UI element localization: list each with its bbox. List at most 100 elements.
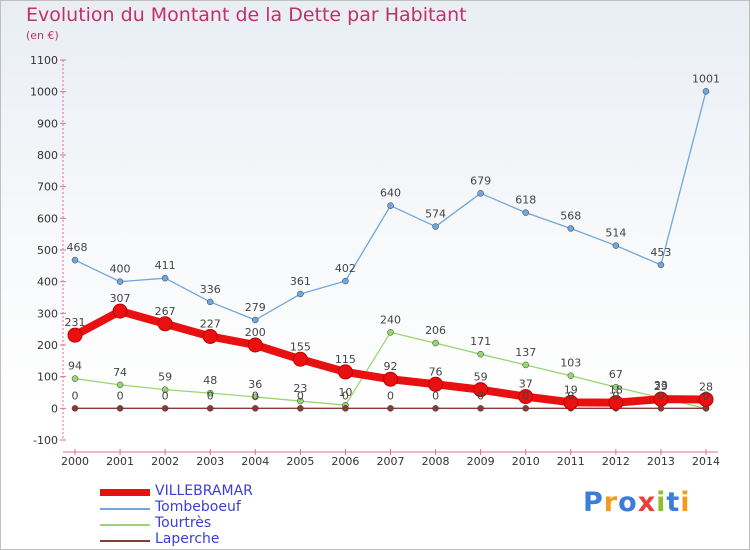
legend-label-villebramar: VILLEBRAMAR bbox=[155, 483, 253, 499]
data-label-tourtrs: 137 bbox=[515, 346, 536, 359]
point-tombeboeuf bbox=[612, 242, 620, 249]
data-label-tombeboeuf: 336 bbox=[200, 283, 221, 296]
y-tick-label: 500 bbox=[37, 244, 58, 257]
x-tick-label: 2001 bbox=[106, 455, 134, 468]
data-label-tombeboeuf: 618 bbox=[515, 194, 536, 207]
data-label-tombeboeuf: 468 bbox=[67, 241, 88, 254]
y-tick-label: 400 bbox=[37, 276, 58, 289]
legend-swatch-villebramar bbox=[100, 489, 150, 496]
data-label-tombeboeuf: 279 bbox=[245, 301, 266, 314]
point-villebramar bbox=[202, 328, 218, 344]
point-tourtrs bbox=[522, 361, 529, 369]
data-label-tourtrs: 0 bbox=[703, 389, 710, 402]
data-label-tourtrs: 48 bbox=[203, 374, 217, 387]
data-label-tombeboeuf: 411 bbox=[155, 259, 176, 272]
data-label-laperche: 0 bbox=[477, 389, 484, 402]
point-villebramar bbox=[563, 394, 579, 410]
point-villebramar bbox=[698, 391, 714, 407]
logo-letter: i bbox=[680, 487, 691, 518]
point-laperche bbox=[116, 405, 124, 412]
x-tick-label: 2011 bbox=[557, 455, 585, 468]
data-label-tourtrs: 59 bbox=[158, 371, 172, 384]
data-label-laperche: 0 bbox=[297, 389, 304, 402]
point-tombeboeuf bbox=[252, 316, 259, 324]
proxiti-logo: Proxiti bbox=[583, 487, 691, 518]
data-label-tourtrs: 240 bbox=[380, 313, 401, 326]
data-label-tombeboeuf: 514 bbox=[605, 227, 626, 240]
data-label-villebramar: 76 bbox=[429, 365, 443, 378]
point-tombeboeuf bbox=[432, 223, 439, 230]
data-label-tourtrs: 10 bbox=[338, 386, 352, 399]
x-tick-label: 2002 bbox=[151, 455, 179, 468]
data-label-villebramar: 227 bbox=[200, 317, 221, 330]
x-tick-label: 2012 bbox=[602, 455, 630, 468]
y-tick-label: -100 bbox=[33, 434, 58, 447]
data-label-tombeboeuf: 568 bbox=[560, 209, 581, 222]
logo-letter: t bbox=[666, 487, 681, 518]
point-villebramar bbox=[428, 376, 444, 392]
legend-label-laperche: Laperche bbox=[155, 531, 220, 547]
data-label-villebramar: 37 bbox=[519, 378, 533, 391]
point-laperche bbox=[206, 405, 214, 412]
data-label-laperche: 0 bbox=[522, 389, 529, 402]
x-tick-label: 2008 bbox=[422, 455, 450, 468]
point-laperche bbox=[252, 405, 259, 412]
data-label-villebramar: 307 bbox=[110, 292, 131, 305]
data-label-tourtrs: 94 bbox=[68, 360, 82, 373]
point-tombeboeuf bbox=[387, 202, 394, 209]
point-tourtrs bbox=[432, 339, 439, 347]
data-label-tombeboeuf: 1001 bbox=[692, 72, 720, 85]
point-tombeboeuf bbox=[297, 290, 304, 298]
data-label-villebramar: 231 bbox=[65, 316, 86, 329]
data-label-tourtrs: 33 bbox=[654, 379, 668, 392]
data-label-tourtrs: 67 bbox=[609, 368, 623, 381]
data-label-villebramar: 115 bbox=[335, 353, 356, 366]
data-label-tourtrs: 171 bbox=[470, 335, 491, 348]
logo-letter: i bbox=[656, 487, 667, 518]
data-label-villebramar: 92 bbox=[384, 360, 398, 373]
legend-swatch-laperche bbox=[100, 540, 150, 542]
point-tourtrs bbox=[206, 389, 214, 397]
data-label-laperche: 0 bbox=[387, 389, 394, 402]
x-tick-label: 2000 bbox=[61, 455, 89, 468]
data-label-tombeboeuf: 361 bbox=[290, 275, 311, 288]
x-tick-label: 2010 bbox=[512, 455, 540, 468]
chart-subtitle: (en €) bbox=[26, 29, 59, 42]
point-laperche bbox=[71, 405, 79, 412]
data-label-tombeboeuf: 400 bbox=[110, 263, 131, 276]
point-villebramar bbox=[518, 389, 534, 405]
data-label-tourtrs: 36 bbox=[248, 378, 262, 391]
legend-label-tourtres: Tourtrès bbox=[155, 515, 212, 531]
legend-label-tombeboeuf: Tombeboeuf bbox=[155, 499, 241, 515]
data-label-tombeboeuf: 679 bbox=[470, 174, 491, 187]
point-laperche bbox=[297, 405, 304, 412]
point-laperche bbox=[432, 405, 439, 412]
point-tombeboeuf bbox=[567, 225, 575, 232]
data-label-tourtrs: 23 bbox=[293, 382, 307, 395]
point-tombeboeuf bbox=[657, 261, 665, 269]
data-label-tourtrs: 206 bbox=[425, 324, 446, 337]
point-tourtrs bbox=[567, 372, 575, 379]
point-villebramar bbox=[292, 351, 308, 367]
point-tombeboeuf bbox=[342, 277, 349, 285]
data-label-villebramar: 18 bbox=[609, 384, 623, 397]
point-villebramar bbox=[653, 391, 669, 407]
y-tick-label: 100 bbox=[37, 371, 58, 384]
point-villebramar bbox=[247, 337, 263, 353]
y-tick-label: 200 bbox=[37, 339, 58, 352]
point-tourtrs bbox=[116, 381, 124, 389]
data-label-villebramar: 19 bbox=[564, 383, 578, 396]
data-label-laperche: 0 bbox=[72, 389, 79, 402]
data-label-laperche: 0 bbox=[612, 389, 619, 402]
y-tick-label: 1100 bbox=[30, 54, 58, 67]
legend-swatch-tourtres bbox=[100, 524, 150, 526]
data-label-tombeboeuf: 574 bbox=[425, 208, 446, 221]
data-label-laperche: 0 bbox=[703, 389, 710, 402]
y-tick-label: 0 bbox=[51, 402, 58, 415]
point-laperche bbox=[161, 405, 169, 412]
data-label-laperche: 0 bbox=[207, 389, 214, 402]
x-tick-label: 2007 bbox=[377, 455, 405, 468]
point-tombeboeuf bbox=[522, 209, 529, 216]
point-villebramar bbox=[337, 364, 353, 380]
